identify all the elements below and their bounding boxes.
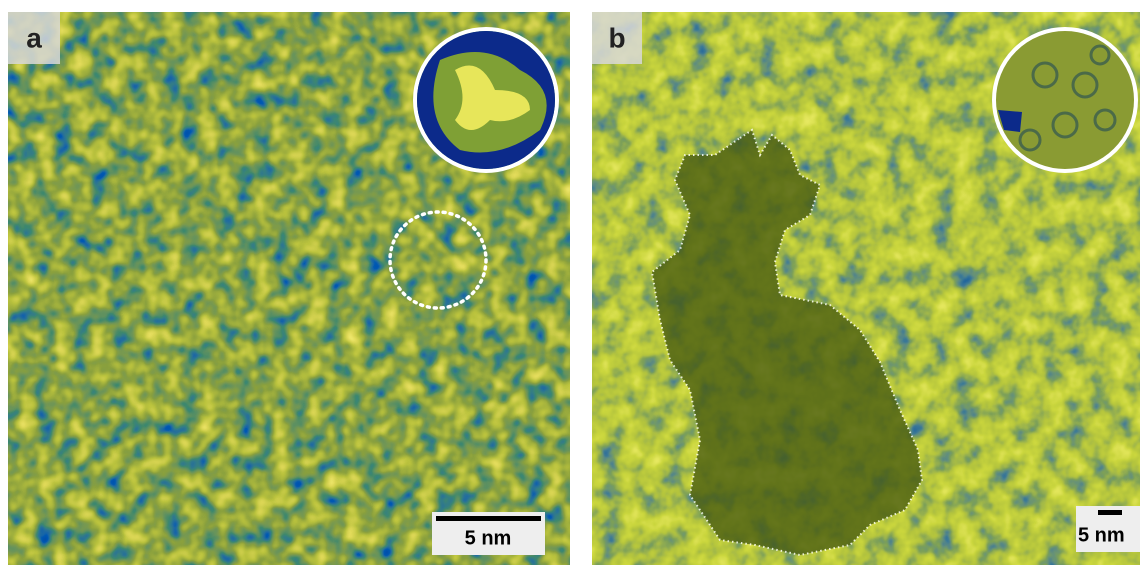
scale-label: 5 nm <box>465 527 512 549</box>
scale-bar <box>1098 510 1122 515</box>
panel-b: b 5 nm <box>592 12 1140 565</box>
figure: a 5 nm b 5 nm <box>0 0 1140 565</box>
inset <box>994 29 1136 171</box>
scale-bar <box>436 516 541 521</box>
inset-molecule <box>417 31 555 169</box>
panel-label: b <box>608 22 625 53</box>
panel-label: a <box>26 22 42 53</box>
scale-label: 5 nm <box>1078 524 1125 546</box>
panel-a: a 5 nm <box>8 12 570 565</box>
